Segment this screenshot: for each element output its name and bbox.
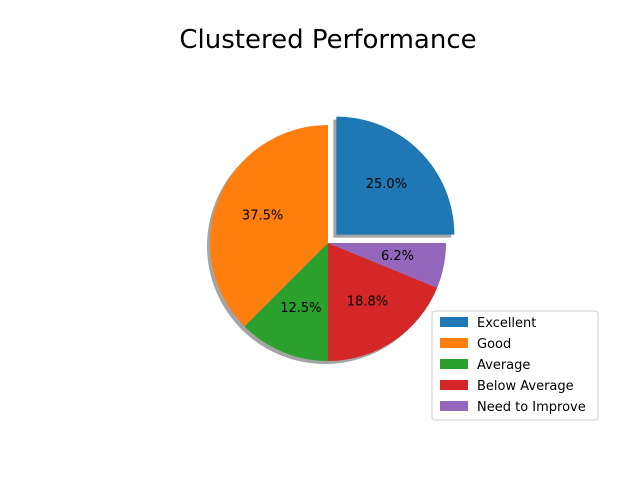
- wedge-need-to-improve: [328, 243, 446, 288]
- legend-label-average: Average: [477, 358, 530, 373]
- legend-swatch-good: [440, 338, 468, 348]
- legend-label-excellent: Excellent: [477, 316, 536, 331]
- pct-label-excellent: 25.0%: [366, 177, 407, 192]
- pct-label-below-average: 18.8%: [347, 294, 388, 309]
- wedge-excellent: [336, 116, 455, 235]
- legend-swatch-excellent: [440, 317, 468, 327]
- pct-label-need-to-improve: 6.2%: [381, 249, 414, 264]
- wedge-average: [244, 243, 328, 361]
- legend-label-below-average: Below Average: [477, 379, 574, 394]
- legend-label-good: Good: [477, 337, 511, 352]
- chart-title: Clustered Performance: [179, 25, 476, 55]
- pie-wedges: [210, 116, 455, 361]
- wedge-below-average: [328, 243, 438, 361]
- pct-label-good: 37.5%: [242, 208, 283, 223]
- legend-swatch-below-average: [440, 380, 468, 390]
- pct-label-average: 12.5%: [280, 301, 321, 316]
- legend-swatch-need-to-improve: [440, 401, 468, 411]
- legend-swatch-average: [440, 359, 468, 369]
- legend: Excellent Good Average Below Average Need to…: [431, 310, 599, 421]
- legend-frame: [431, 310, 599, 421]
- wedge-good: [210, 125, 328, 327]
- legend-label-need-to-improve: Need to Improve: [477, 400, 586, 415]
- pie-percent-labels: 25.0% 37.5% 12.5% 18.8% 6.2%: [242, 177, 414, 316]
